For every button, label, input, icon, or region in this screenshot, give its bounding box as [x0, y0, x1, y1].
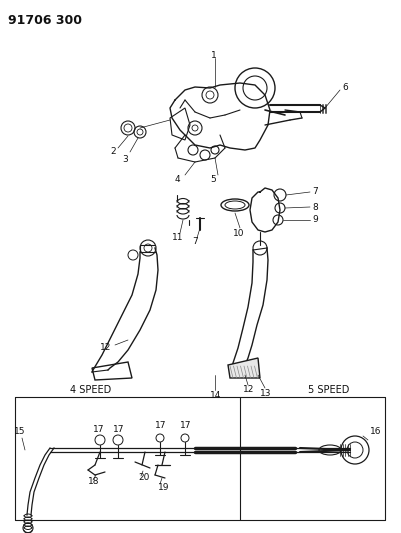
Text: 4 SPEED: 4 SPEED: [70, 385, 111, 395]
Text: 17: 17: [113, 425, 124, 434]
Text: 19: 19: [158, 483, 170, 492]
Text: 91706 300: 91706 300: [8, 14, 82, 27]
Text: 5 SPEED: 5 SPEED: [308, 385, 349, 395]
Text: 2: 2: [110, 148, 115, 157]
Text: 18: 18: [88, 478, 99, 487]
Text: 17: 17: [180, 422, 192, 431]
Text: 7: 7: [312, 188, 318, 197]
Text: 9: 9: [312, 215, 318, 224]
Text: 5: 5: [210, 175, 216, 184]
Text: 8: 8: [312, 203, 318, 212]
Text: 15: 15: [14, 427, 26, 437]
Text: 6: 6: [342, 84, 348, 93]
Polygon shape: [228, 358, 260, 378]
Text: 10: 10: [233, 229, 245, 238]
Text: 3: 3: [122, 156, 128, 165]
Text: 4: 4: [175, 175, 180, 184]
Text: 1: 1: [211, 51, 217, 60]
Text: 14: 14: [210, 391, 221, 400]
Text: 12: 12: [100, 343, 111, 352]
Text: 20: 20: [138, 473, 150, 482]
Text: 11: 11: [172, 232, 184, 241]
Text: 17: 17: [155, 422, 166, 431]
Text: 16: 16: [370, 427, 381, 437]
Text: 13: 13: [260, 389, 271, 398]
Text: 12: 12: [243, 385, 254, 394]
Text: 7: 7: [192, 238, 198, 246]
Text: 17: 17: [93, 425, 105, 434]
